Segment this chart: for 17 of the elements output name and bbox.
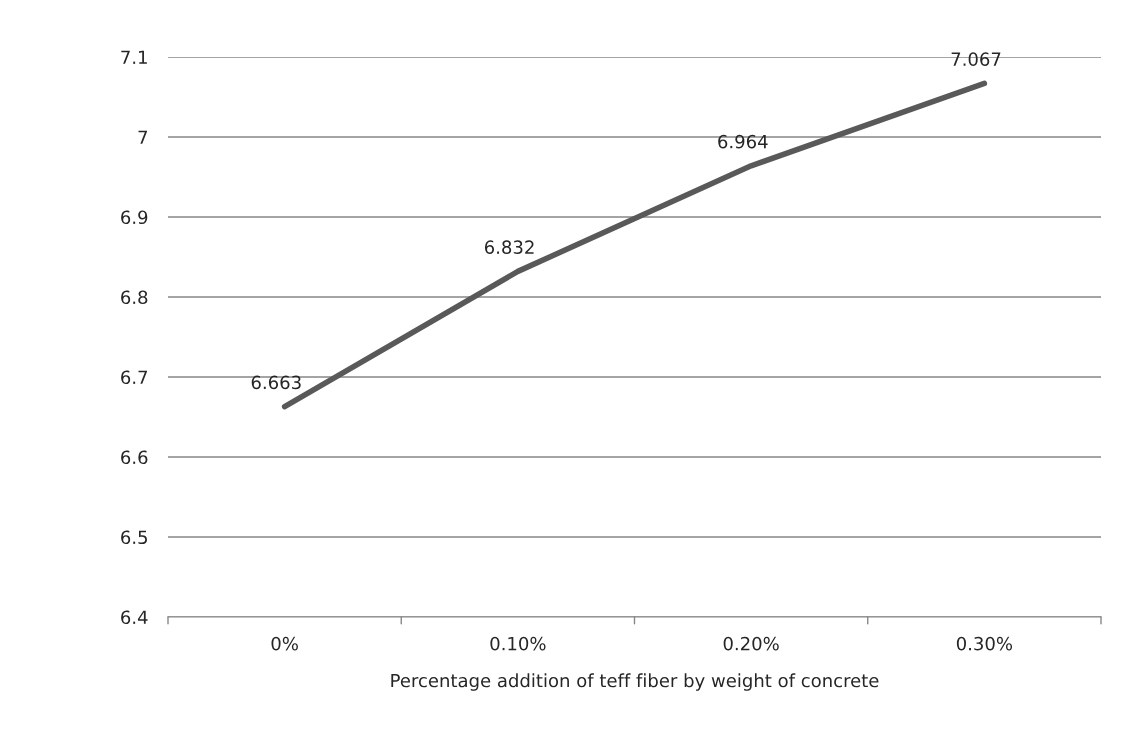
y-tick-label: 6.9 — [121, 210, 148, 225]
x-axis-title: Percentage addition of teff fiber by weight of concrete — [391, 673, 879, 691]
y-tick-label: 7 — [138, 130, 148, 144]
y-tick-label: 6.4 — [121, 610, 148, 625]
x-tick-label: 0% — [271, 636, 298, 651]
y-tick-label: 6.7 — [121, 370, 148, 385]
y-tick-label: 6.8 — [121, 290, 148, 305]
y-tick-label: 6.6 — [121, 450, 148, 465]
y-tick-label: 7.1 — [121, 50, 147, 64]
x-tick-label: 0.20% — [723, 636, 779, 651]
data-label: 6.832 — [484, 240, 534, 255]
data-label: 6.663 — [251, 375, 301, 390]
y-tick-label: 6.5 — [121, 530, 147, 545]
data-label: 6.964 — [718, 134, 768, 149]
x-tick-label: 0.10% — [490, 636, 546, 651]
x-tick-label: 0.30% — [956, 636, 1013, 651]
data-label: 7.067 — [951, 52, 1001, 67]
